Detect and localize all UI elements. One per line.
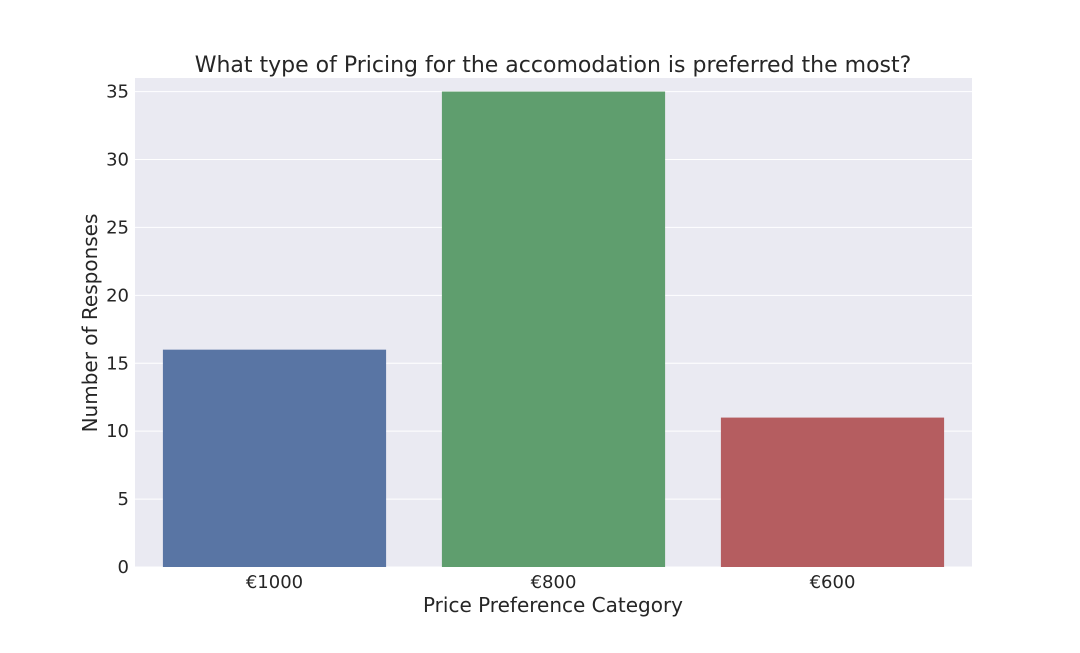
y-tick-label: 35: [106, 82, 129, 103]
y-tick-label: 20: [106, 285, 129, 306]
y-tick-label: 5: [118, 489, 129, 510]
y-tick-label: 15: [106, 353, 129, 374]
x-tick-label: €1000: [246, 572, 303, 593]
y-axis-ticks: 0 5 10 15 20 25 30 35: [106, 82, 129, 578]
y-axis-label: Number of Responses: [78, 214, 102, 433]
chart-title: What type of Pricing for the accomodatio…: [195, 53, 912, 78]
bar: [162, 349, 387, 567]
x-tick-label: €800: [531, 572, 577, 593]
bar: [441, 91, 666, 567]
y-tick-label: 0: [118, 557, 129, 578]
y-tick-label: 10: [106, 421, 129, 442]
bars: [162, 91, 945, 567]
x-axis-ticks: €1000 €800 €600: [246, 572, 856, 593]
x-tick-label: €600: [810, 572, 856, 593]
bar: [720, 417, 945, 567]
y-tick-label: 25: [106, 217, 129, 238]
y-tick-label: 30: [106, 150, 129, 171]
x-axis-label: Price Preference Category: [423, 593, 683, 617]
